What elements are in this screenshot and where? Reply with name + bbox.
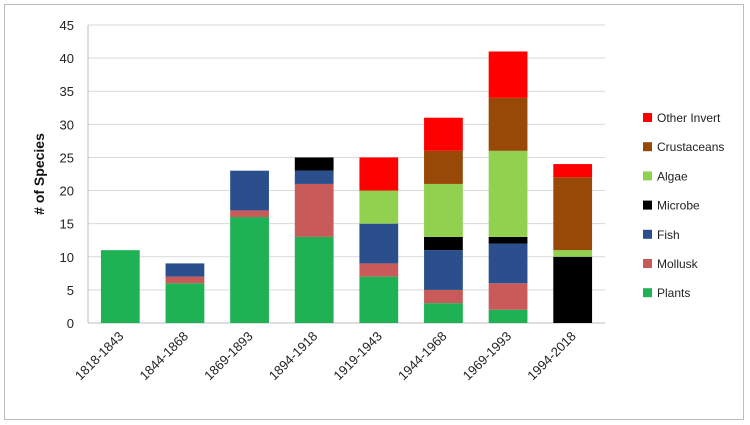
x-tick-label-1869-1893: 1869-1893 xyxy=(201,329,256,384)
bar-other-invert-1994-2018 xyxy=(553,164,593,178)
bar-microbe-1894-1918 xyxy=(294,157,334,171)
bar-plants-1969-1993 xyxy=(488,309,528,323)
x-tick-label-1994-2018: 1994-2018 xyxy=(524,329,579,384)
bar-mollusk-1969-1993 xyxy=(488,283,528,310)
legend-swatch-fish xyxy=(643,229,652,239)
bar-plants-1894-1918 xyxy=(294,236,334,323)
x-tick-label-1844-1868: 1844-1868 xyxy=(136,329,191,384)
y-tick-label-20: 20 xyxy=(60,184,74,199)
bar-plants-1869-1893 xyxy=(230,217,269,323)
bar-fish-1894-1918 xyxy=(294,170,334,184)
bar-mollusk-1844-1868 xyxy=(165,276,205,284)
bar-microbe-1969-1993 xyxy=(488,236,528,244)
bar-algae-1919-1943 xyxy=(359,190,399,224)
x-tick-label-1944-1968: 1944-1968 xyxy=(395,329,450,384)
bar-crustaceans-1944-1968 xyxy=(424,150,463,184)
y-tick-label-40: 40 xyxy=(60,51,74,66)
y-tick-label-15: 15 xyxy=(60,217,74,232)
legend-label-algae: Algae xyxy=(657,169,688,183)
bar-fish-1969-1993 xyxy=(488,243,528,284)
legend-swatch-mollusk xyxy=(643,259,652,268)
x-tick-label-1919-1943: 1919-1943 xyxy=(330,329,385,384)
x-tick-label-1969-1993: 1969-1993 xyxy=(460,329,515,384)
bar-mollusk-1944-1968 xyxy=(424,289,463,304)
bar-microbe-1994-2018 xyxy=(553,256,593,323)
bar-mollusk-1869-1893 xyxy=(230,210,269,218)
bar-fish-1844-1868 xyxy=(165,263,205,277)
legend-swatch-plants xyxy=(643,288,652,298)
y-tick-label-5: 5 xyxy=(67,283,74,298)
legend-label-microbe: Microbe xyxy=(657,199,700,213)
legend-label-mollusk: Mollusk xyxy=(657,257,699,271)
x-tick-label-1894-1918: 1894-1918 xyxy=(266,329,321,384)
x-tick-label-1818-1843: 1818-1843 xyxy=(72,329,127,384)
bar-other-invert-1969-1993 xyxy=(488,51,528,98)
bar-fish-1944-1968 xyxy=(424,250,463,290)
bar-algae-1969-1993 xyxy=(488,150,528,237)
bar-other-invert-1919-1943 xyxy=(359,157,399,191)
legend-swatch-microbe xyxy=(643,200,652,210)
y-tick-label-10: 10 xyxy=(60,250,74,265)
y-axis-label: # of Species xyxy=(31,133,47,215)
legend-swatch-algae xyxy=(643,171,652,181)
bar-plants-1944-1968 xyxy=(424,303,463,323)
y-tick-label-35: 35 xyxy=(60,84,74,99)
y-tick-label-45: 45 xyxy=(60,18,74,33)
legend-swatch-other-invert xyxy=(643,113,652,122)
bar-plants-1919-1943 xyxy=(359,276,399,323)
bar-plants-1818-1843 xyxy=(100,250,140,323)
legend-label-crustaceans: Crustaceans xyxy=(657,140,724,154)
legend-label-fish: Fish xyxy=(657,228,680,242)
bar-algae-1944-1968 xyxy=(424,183,463,237)
bar-other-invert-1944-1968 xyxy=(424,117,463,151)
bar-crustaceans-1969-1993 xyxy=(488,97,528,151)
legend-label-other-invert: Other Invert xyxy=(657,111,721,125)
bar-algae-1994-2018 xyxy=(553,250,593,257)
legend-label-plants: Plants xyxy=(657,286,690,300)
y-tick-label-25: 25 xyxy=(60,150,74,165)
bar-fish-1869-1893 xyxy=(230,170,269,211)
bar-fish-1919-1943 xyxy=(359,223,399,264)
bar-plants-1844-1868 xyxy=(165,283,205,323)
legend-swatch-crustaceans xyxy=(643,142,652,152)
bar-mollusk-1919-1943 xyxy=(359,263,399,277)
y-tick-label-0: 0 xyxy=(67,316,74,331)
bar-mollusk-1894-1918 xyxy=(294,183,334,237)
y-tick-label-30: 30 xyxy=(60,117,74,132)
bar-microbe-1944-1968 xyxy=(424,236,463,251)
bar-crustaceans-1994-2018 xyxy=(553,177,593,251)
